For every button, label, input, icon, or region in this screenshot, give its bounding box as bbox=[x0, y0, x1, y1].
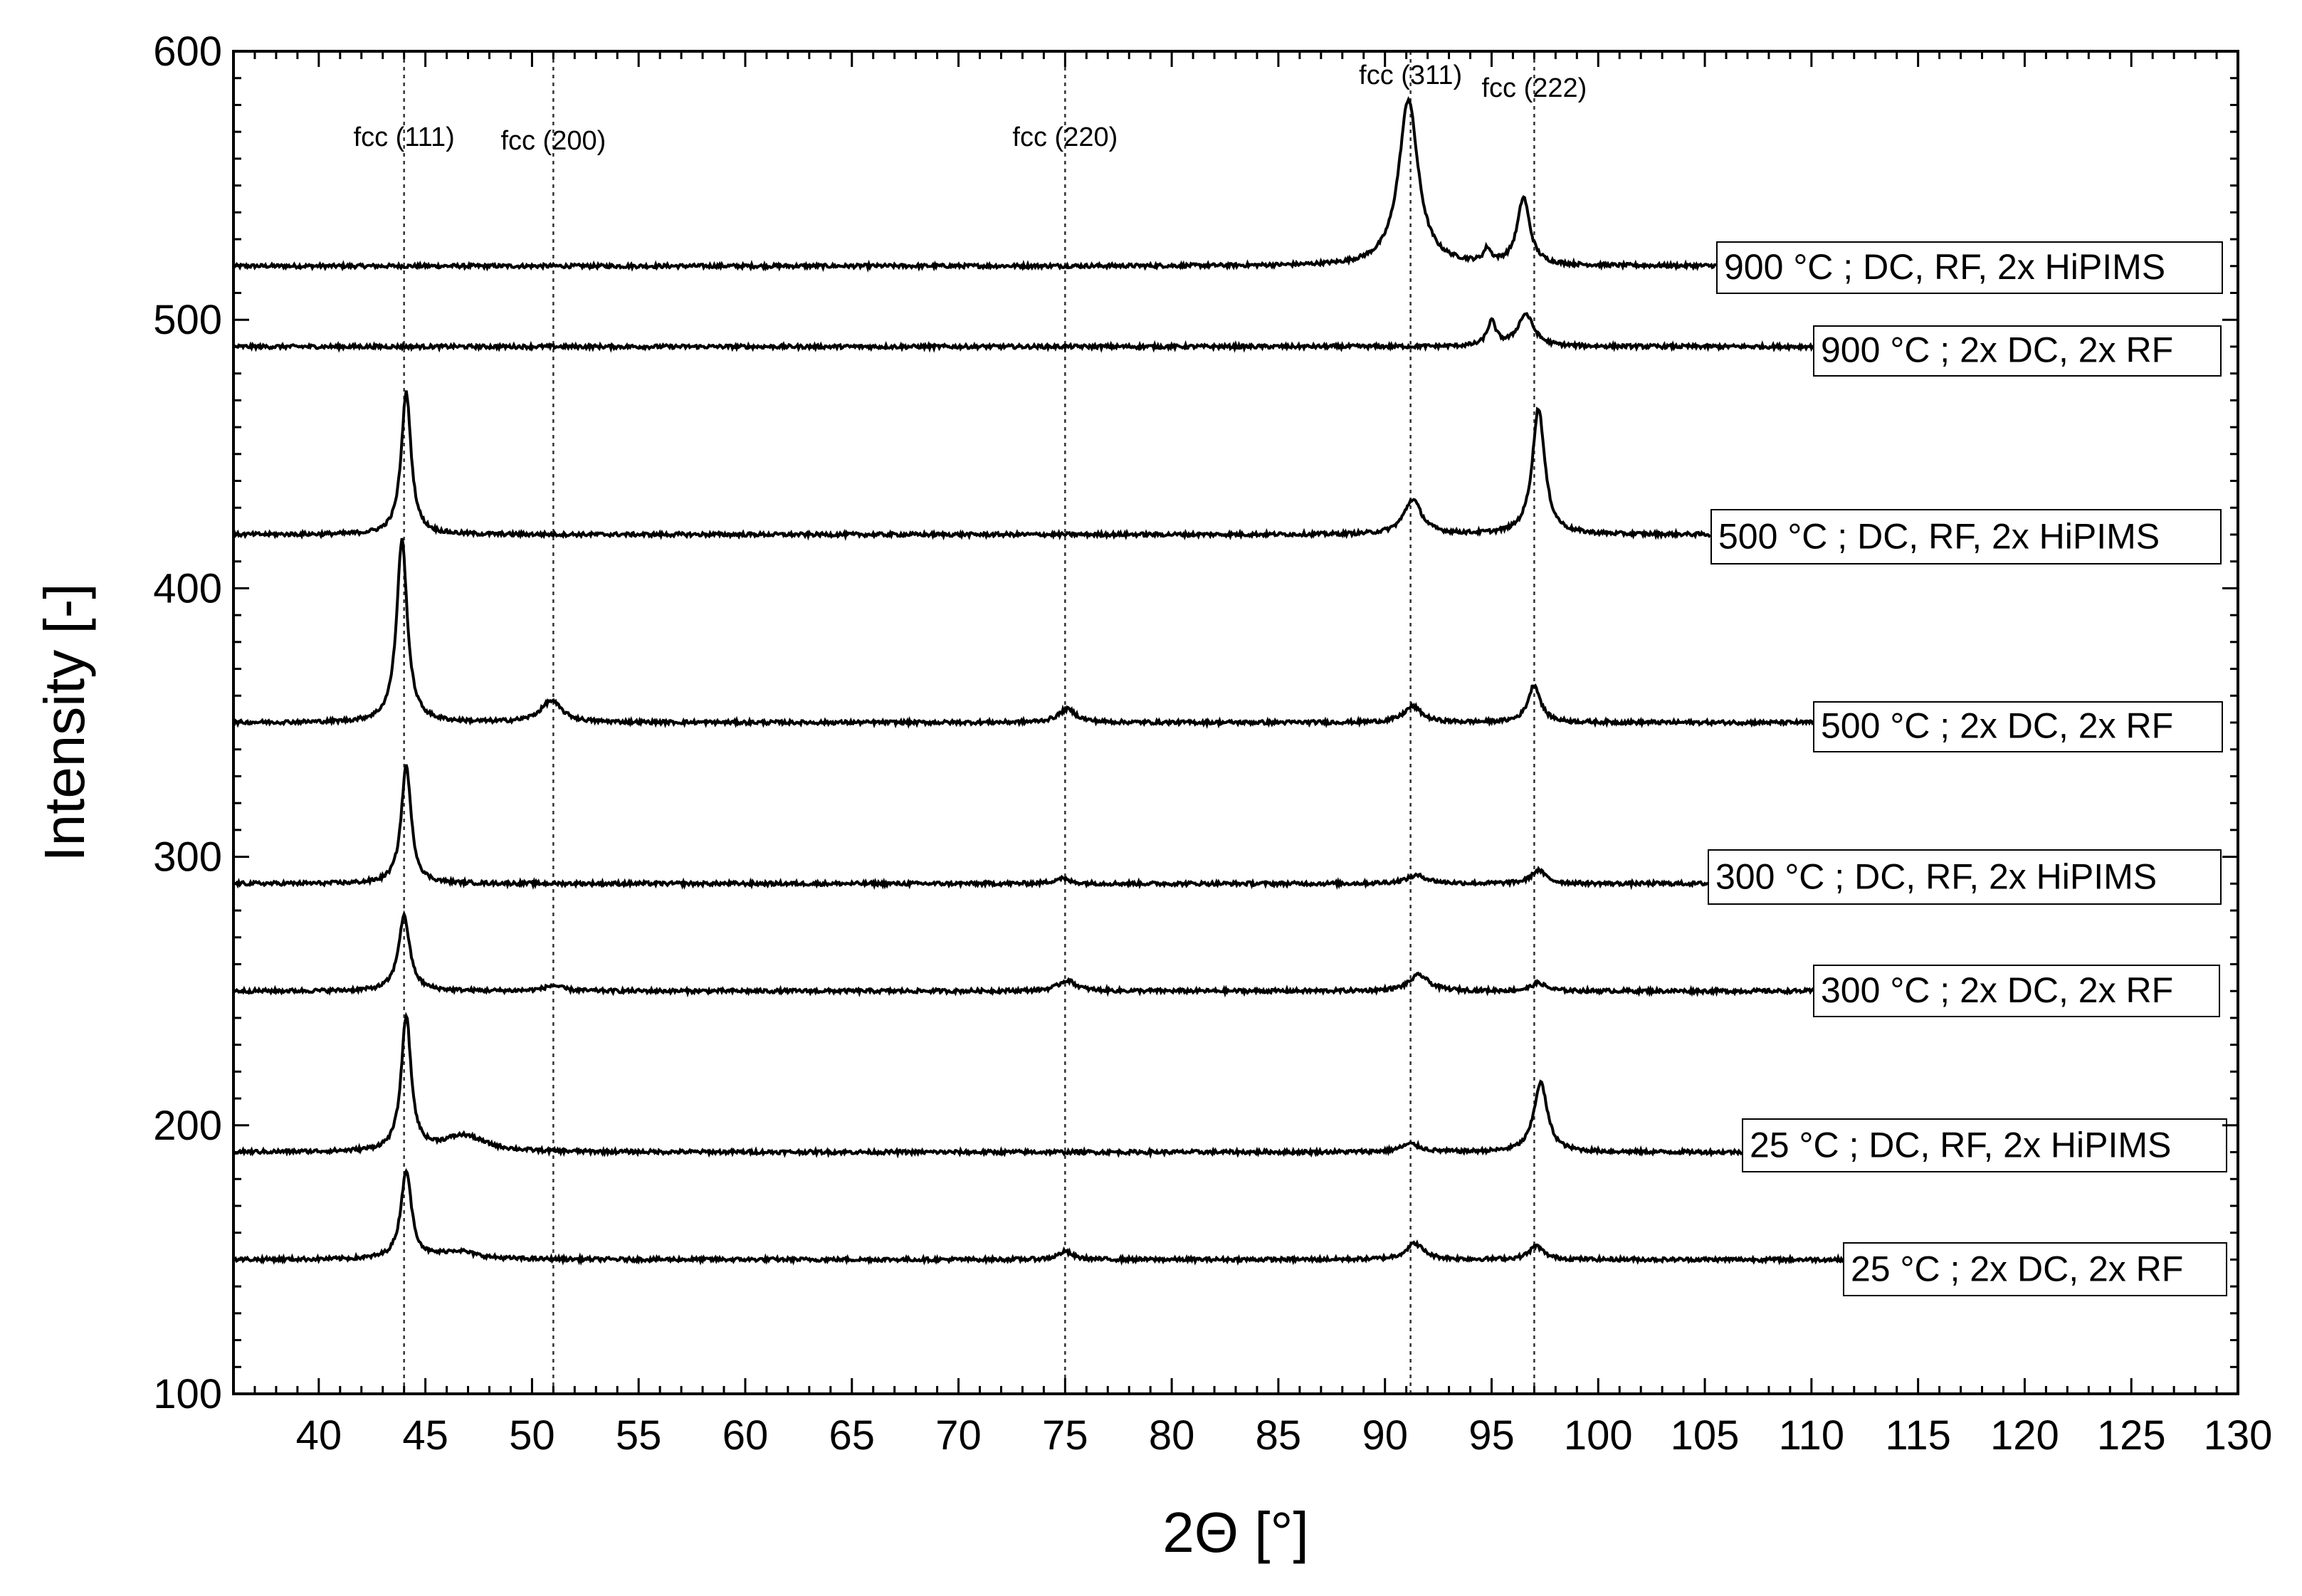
series-line bbox=[232, 764, 1708, 891]
x-tick-label: 70 bbox=[935, 1412, 982, 1459]
x-tick-label: 110 bbox=[1779, 1412, 1844, 1459]
x-tick-label: 40 bbox=[296, 1412, 342, 1459]
y-tick-label: 600 bbox=[153, 28, 222, 75]
x-tick-label: 115 bbox=[1885, 1412, 1950, 1459]
x-tick-label: 120 bbox=[1990, 1412, 2059, 1459]
peak-label: fcc (111) bbox=[354, 122, 455, 152]
y-axis-title: Intensity [-] bbox=[33, 583, 96, 861]
peak-label: fcc (220) bbox=[1012, 122, 1118, 152]
series-label-box bbox=[1843, 1242, 2227, 1296]
series-label: 500 °C ; 2x DC, 2x RF bbox=[1821, 705, 2173, 745]
series-label: 300 °C ; DC, RF, 2x HiPIMS bbox=[1715, 857, 2157, 897]
x-tick-label: 100 bbox=[1564, 1412, 1633, 1459]
series-label: 300 °C ; 2x DC, 2x RF bbox=[1821, 970, 2173, 1010]
x-tick-label: 85 bbox=[1256, 1412, 1302, 1459]
series-label-box bbox=[1710, 509, 2222, 565]
x-tick-label: 80 bbox=[1149, 1412, 1195, 1459]
x-tick-label: 90 bbox=[1362, 1412, 1408, 1459]
series-line bbox=[233, 910, 1815, 998]
peak-label: fcc (200) bbox=[500, 126, 606, 156]
series-label-box bbox=[1813, 325, 2222, 377]
series-label-box bbox=[1813, 701, 2223, 752]
x-tick-label: 105 bbox=[1671, 1412, 1740, 1459]
x-tick-label: 125 bbox=[2097, 1412, 2166, 1459]
series-label: 900 °C ; DC, RF, 2x HiPIMS bbox=[1724, 247, 2165, 287]
y-tick-label: 500 bbox=[153, 297, 222, 343]
series-label: 500 °C ; DC, RF, 2x HiPIMS bbox=[1718, 517, 2160, 557]
y-tick-label: 200 bbox=[153, 1103, 222, 1149]
x-tick-label: 60 bbox=[722, 1412, 769, 1459]
series-label: 25 °C ; DC, RF, 2x HiPIMS bbox=[1750, 1125, 2171, 1165]
x-tick-label: 55 bbox=[616, 1412, 662, 1459]
peak-labels: fcc (111) fcc (200) fcc (220) fcc (311) fcc … bbox=[354, 61, 1587, 156]
axes: 40 45 50 55 60 65 70 75 80 85 90 95 100 105 110 115 120 1… bbox=[153, 28, 2272, 1459]
peak-label: fcc (222) bbox=[1481, 73, 1587, 103]
x-tick-label: 75 bbox=[1042, 1412, 1088, 1459]
series-line bbox=[232, 390, 1712, 542]
x-axis-title: 2Θ [°] bbox=[1162, 1501, 1308, 1564]
peak-label: fcc (311) bbox=[1359, 61, 1462, 90]
series-label: 900 °C ; 2x DC, 2x RF bbox=[1821, 330, 2173, 369]
series-line bbox=[232, 1012, 1743, 1159]
x-tick-label: 50 bbox=[509, 1412, 555, 1459]
series-line bbox=[232, 537, 1814, 730]
series-line bbox=[233, 312, 1814, 353]
series-line bbox=[232, 1167, 1845, 1266]
y-tick-label: 400 bbox=[153, 565, 222, 611]
series-label-box bbox=[1742, 1118, 2227, 1172]
y-tick-label: 300 bbox=[153, 834, 222, 881]
series-label: 25 °C ; 2x DC, 2x RF bbox=[1851, 1249, 2183, 1288]
series-line bbox=[232, 96, 1718, 273]
x-tick-label: 130 bbox=[2204, 1412, 2273, 1459]
x-tick-label: 95 bbox=[1468, 1412, 1515, 1459]
x-tick-label: 65 bbox=[829, 1412, 876, 1459]
series-labels: 900 °C ; DC, RF, 2x HiPIMS 900 °C ; 2x DC… bbox=[1708, 241, 2227, 1296]
y-tick-label: 100 bbox=[153, 1371, 222, 1417]
series-label-box bbox=[1813, 965, 2220, 1017]
traces bbox=[232, 96, 1845, 1266]
series-label-box bbox=[1708, 849, 2222, 905]
series-label-box bbox=[1716, 241, 2223, 294]
x-tick-label: 45 bbox=[402, 1412, 448, 1459]
